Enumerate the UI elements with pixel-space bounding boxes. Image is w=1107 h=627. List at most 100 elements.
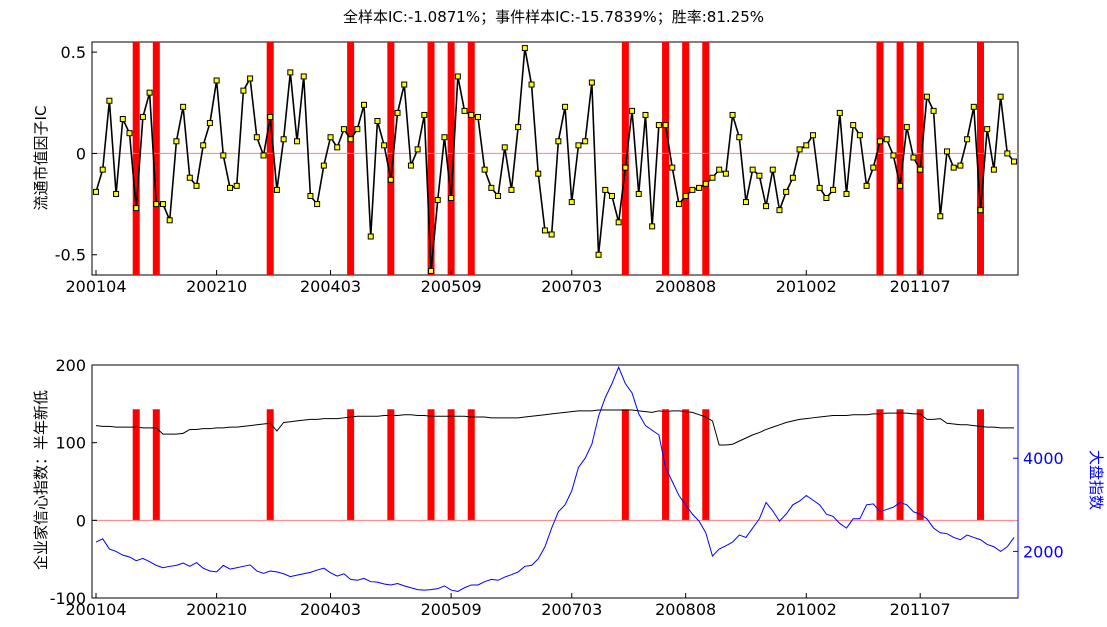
ic-data-point — [917, 166, 924, 173]
event-bar — [621, 42, 629, 275]
confidence-y-ticks: -100 0 100 200 — [50, 356, 97, 608]
ic-data-point — [481, 166, 488, 173]
ic-data-point — [173, 138, 180, 145]
ic-data-point — [809, 132, 816, 139]
ic-data-point — [247, 75, 254, 82]
event-bar — [702, 42, 710, 275]
ic-data-point — [575, 142, 582, 149]
ic-data-point — [381, 142, 388, 149]
ic-y-ticks: -0.5 0 0.5 — [55, 43, 97, 265]
ic-data-point — [126, 130, 133, 137]
ic-data-point — [883, 136, 890, 143]
event-bar — [467, 42, 475, 275]
ic-data-point — [555, 138, 562, 145]
ic-data-point — [354, 126, 361, 133]
ic-data-point — [823, 195, 830, 202]
ic-data-point — [702, 180, 709, 187]
ic-data-point — [200, 142, 207, 149]
chart-title: 全样本IC:-1.0871%；事件样本IC:-15.7839%；胜率:81.25… — [343, 8, 764, 26]
ic-data-point — [843, 190, 850, 197]
event-bar — [976, 42, 984, 275]
event-bar — [387, 42, 395, 275]
ic-data-point — [870, 164, 877, 171]
ic-data-point — [113, 190, 120, 197]
ic-data-point — [528, 81, 535, 88]
ic-data-point — [119, 115, 126, 122]
ic-data-point — [897, 182, 904, 189]
y-tick-label: -0.5 — [55, 246, 86, 265]
x-tick-label: 200703 — [541, 277, 602, 296]
ic-data-point — [468, 111, 475, 118]
x-tick-label: 200509 — [421, 277, 482, 296]
ic-data-point — [957, 162, 964, 169]
ic-data-point — [133, 205, 140, 212]
ic-data-point — [696, 184, 703, 191]
ic-data-point — [334, 144, 341, 151]
ic-data-point — [407, 162, 414, 169]
ic-data-point — [635, 190, 642, 197]
ic-data-point — [434, 197, 441, 204]
ic-data-point — [796, 146, 803, 153]
ic-data-point — [582, 138, 589, 145]
ic-data-point — [662, 122, 669, 129]
index-y-ticks: 2000 4000 — [1013, 365, 1064, 598]
ic-data-point — [1011, 158, 1017, 165]
ic-data-point — [568, 199, 575, 206]
ic-data-point — [374, 118, 381, 125]
event-bar — [702, 409, 710, 521]
event-bar — [467, 409, 475, 521]
ic-data-point — [448, 195, 455, 202]
ic-data-point — [166, 217, 173, 224]
ic-data-point — [629, 107, 636, 114]
ic-data-point — [387, 176, 394, 183]
ic-data-point — [260, 152, 267, 159]
ic-data-point — [93, 188, 99, 195]
ic-series — [93, 45, 1017, 274]
ic-data-point — [213, 77, 220, 84]
ic-data-point — [227, 184, 234, 191]
ic-data-point — [1004, 150, 1011, 157]
ic-data-point — [461, 107, 468, 114]
x-tick-label: 200403 — [300, 277, 361, 296]
ic-data-point — [836, 109, 843, 116]
event-bar — [976, 409, 984, 521]
ic-data-point — [474, 113, 481, 120]
ic-data-point — [501, 144, 508, 151]
ic-data-point — [367, 233, 374, 240]
ic-data-point — [535, 170, 542, 177]
x-tick-label: 201107 — [890, 600, 951, 619]
index-y-axis-label: 大盘指数 — [1087, 450, 1105, 510]
ic-data-point — [876, 138, 883, 145]
event-bar — [347, 42, 355, 275]
ic-data-point — [521, 45, 528, 52]
ic-data-point — [682, 192, 689, 199]
event-bar — [916, 409, 924, 521]
ic-data-point — [287, 69, 294, 76]
event-bar — [876, 409, 884, 521]
ic-data-point — [769, 166, 776, 173]
ic-data-point — [340, 126, 347, 133]
ic-data-point — [454, 73, 461, 80]
event-bar — [662, 409, 670, 521]
event-bar — [682, 42, 690, 275]
x-tick-label: 200210 — [186, 277, 247, 296]
ic-data-point — [401, 81, 408, 88]
index-series-line — [95, 365, 1015, 593]
event-bar — [387, 409, 395, 521]
ic-data-point — [233, 182, 240, 189]
ic-data-point — [428, 267, 435, 274]
ic-y-axis-label: 流通市值因子IC — [32, 106, 50, 211]
x-tick-label: 200703 — [541, 600, 602, 619]
ic-data-point — [361, 101, 368, 108]
y-right-tick-label: 4000 — [1023, 449, 1064, 468]
event-bar — [621, 409, 629, 521]
ic-panel: 流通市值因子IC -0.5 0 0.5 200104 200210 200403 2005… — [32, 41, 1019, 296]
x-tick-label: 201002 — [776, 277, 837, 296]
ic-data-point — [508, 186, 515, 193]
confidence-x-ticks: 200104 200210 200403 200509 200703 200808 2010… — [65, 593, 951, 619]
event-bar — [876, 42, 884, 275]
ic-data-point — [850, 122, 857, 129]
confidence-series — [95, 365, 1015, 593]
ic-data-point — [716, 166, 723, 173]
ic-data-point — [421, 111, 428, 118]
